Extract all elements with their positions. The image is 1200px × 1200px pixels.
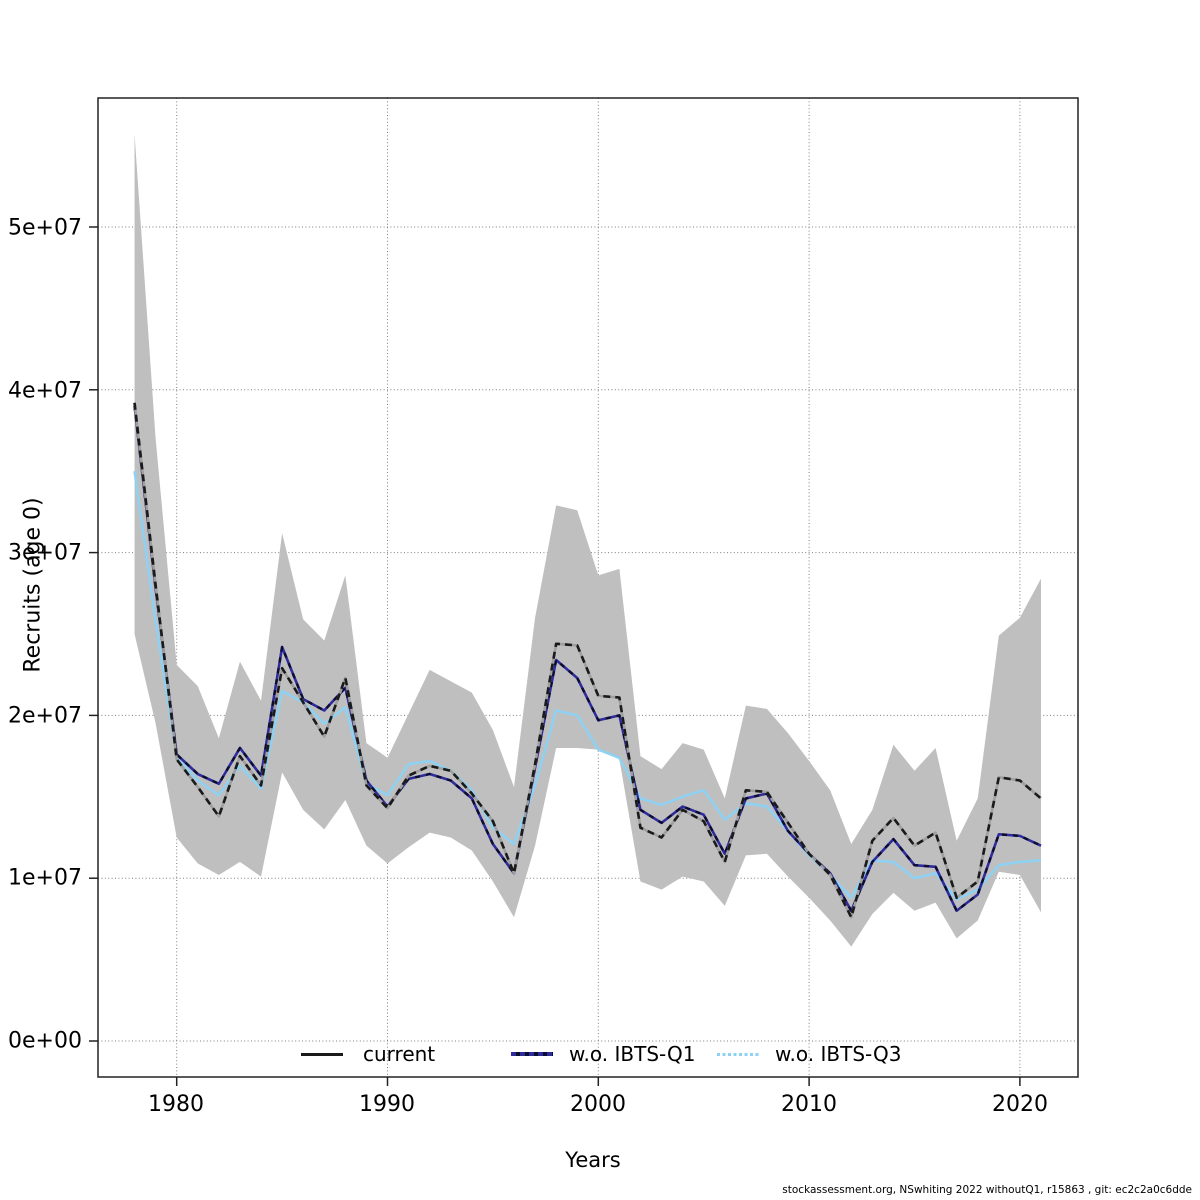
plot-border	[97, 97, 1079, 1078]
legend-key-current	[301, 1053, 343, 1056]
footer-credit: stockassessment.org, NSwhiting 2022 with…	[782, 1184, 1192, 1196]
series-line-wo-ibts-q3	[133, 471, 1042, 901]
series-line-wo-ibts-q1-dash	[133, 405, 1042, 912]
y-tick-label: 1e+07	[8, 865, 82, 891]
x-axis-title: Years	[565, 1148, 621, 1172]
series-line-current	[133, 402, 1042, 919]
x-tick-label: 1990	[359, 1092, 415, 1117]
legend-key-wo-ibts-q3	[717, 1053, 759, 1056]
legend-label-current: current	[363, 1042, 436, 1066]
x-tick-label: 1980	[148, 1092, 204, 1117]
y-tick-label: 5e+07	[8, 215, 82, 241]
y-tick-label: 2e+07	[8, 703, 82, 729]
y-tick-label: 0e+00	[8, 1028, 82, 1054]
y-tick-label: 3e+07	[8, 540, 82, 566]
x-tick-label: 2000	[570, 1092, 626, 1117]
y-axis-title: Recruits (age 0)	[20, 497, 46, 673]
legend-label-wo-ibts-q1: w.o. IBTS-Q1	[569, 1042, 696, 1066]
confidence-band	[134, 134, 1041, 947]
legend-label-wo-ibts-q3: w.o. IBTS-Q3	[775, 1042, 902, 1066]
x-tick-label: 2020	[992, 1092, 1048, 1117]
legend-key-wo-ibts-q1	[511, 1052, 553, 1056]
y-tick-label: 4e+07	[8, 378, 82, 404]
x-tick-label: 2010	[781, 1092, 837, 1117]
